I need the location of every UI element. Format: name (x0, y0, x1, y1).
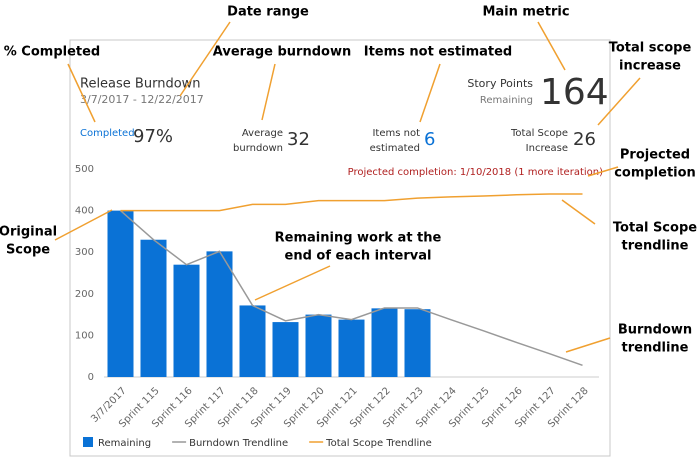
annotation-pointer (179, 21, 231, 97)
annotation: end of each interval (285, 249, 432, 264)
annotation: Date range (227, 5, 309, 20)
bar (338, 319, 365, 377)
annotation: Projected (620, 148, 690, 163)
annotation: trendline (622, 239, 689, 254)
annotation: increase (619, 59, 681, 74)
annotation-pointer (67, 63, 96, 123)
annotation: Burndown (618, 323, 692, 338)
annotation: Scope (6, 243, 50, 258)
metric-label: Items not (372, 128, 420, 139)
annotation: Average burndown (213, 45, 351, 60)
annotation: Total Scope (613, 221, 697, 236)
legend-label: Total Scope Trendline (325, 438, 432, 449)
metric-label: Average (242, 128, 283, 139)
metric-value: 32 (287, 129, 310, 150)
annotation: Original (0, 225, 57, 240)
y-tick-label: 400 (75, 206, 94, 217)
main-metric-label: Story Points (467, 77, 533, 90)
annotation-pointer (597, 77, 641, 126)
annotation-pointer (561, 199, 596, 225)
date-range: 3/7/2017 - 12/22/2017 (80, 93, 204, 106)
bar (371, 308, 398, 377)
annotation-pointer (419, 63, 441, 123)
legend-label: Remaining (98, 438, 151, 449)
annotation-pointer (587, 166, 619, 177)
annotation: Total scope (609, 41, 692, 56)
metric-label: Total Scope (510, 128, 568, 139)
main-metric-value: 164 (540, 72, 609, 113)
annotation: Remaining work at the (275, 231, 442, 246)
legend-swatch (83, 437, 93, 447)
bar (305, 314, 332, 377)
metric-value: 97% (133, 126, 173, 147)
bar (272, 322, 299, 377)
y-tick-label: 500 (75, 164, 94, 175)
trend-line (120, 193, 583, 212)
metric-label: Increase (526, 143, 568, 154)
y-tick-label: 0 (88, 372, 94, 383)
bar (239, 305, 266, 377)
annotation: Items not estimated (364, 45, 512, 60)
annotation-pointer (537, 21, 566, 71)
bar (206, 251, 233, 377)
legend-label: Burndown Trendline (189, 438, 288, 449)
projection: Projected completion: 1/10/2018 (1 more … (348, 167, 603, 178)
bar (107, 210, 134, 377)
metric-label: Completed (80, 128, 135, 139)
chart-title: Release Burndown (80, 77, 201, 92)
annotation: trendline (622, 341, 689, 356)
bar (173, 264, 200, 377)
y-tick-label: 100 (75, 330, 94, 341)
annotation: completion (614, 166, 696, 181)
bar (140, 239, 167, 377)
annotation-pointer (565, 337, 611, 353)
trend-line (120, 210, 583, 367)
metric-value: 6 (424, 129, 435, 150)
annotation: % Completed (4, 45, 100, 60)
y-tick-label: 200 (75, 289, 94, 300)
annotation-pointer (254, 265, 331, 301)
bar (404, 309, 431, 377)
annotation-pointer (54, 209, 113, 241)
main-metric-label: Remaining (480, 95, 533, 106)
y-tick-label: 300 (75, 247, 94, 258)
metric-label: burndown (233, 143, 283, 154)
annotation-pointer (261, 63, 276, 121)
metric-label: estimated (370, 143, 420, 154)
annotation: Main metric (482, 5, 569, 20)
metric-value: 26 (573, 129, 596, 150)
